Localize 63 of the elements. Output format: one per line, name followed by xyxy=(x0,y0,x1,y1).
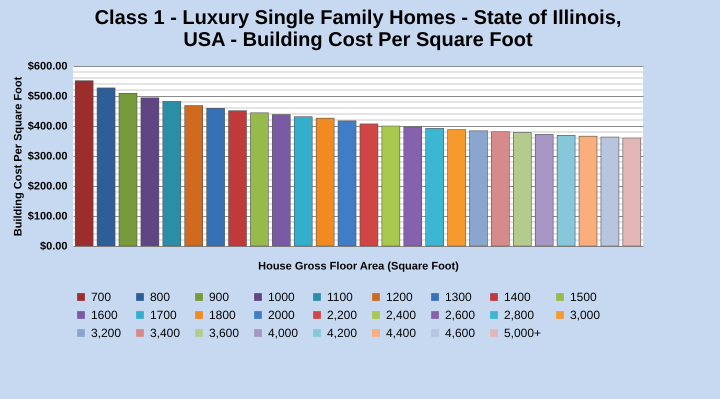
bar xyxy=(491,131,510,246)
y-tick-label: $300.00 xyxy=(28,150,68,162)
bar xyxy=(425,128,444,246)
bar xyxy=(140,98,160,246)
y-tick-label: $100.00 xyxy=(28,210,68,222)
legend-label: 1700 xyxy=(150,308,178,322)
y-tick-label: $600.00 xyxy=(28,60,68,72)
bar xyxy=(403,126,422,246)
bar xyxy=(622,138,642,246)
bar xyxy=(578,136,598,246)
bar xyxy=(250,112,269,246)
legend-label: 800 xyxy=(150,290,170,304)
legend-label: 4,400 xyxy=(386,326,416,340)
bar xyxy=(382,126,400,246)
bar xyxy=(360,124,378,246)
y-axis-title: Building Cost Per Square Foot xyxy=(12,76,25,236)
bar xyxy=(272,114,291,246)
bar xyxy=(338,120,356,246)
y-tick-label: $500.00 xyxy=(28,90,68,102)
bar xyxy=(600,136,620,246)
bar xyxy=(294,116,313,246)
bar xyxy=(184,105,203,246)
bar xyxy=(534,134,554,246)
legend-label: 1200 xyxy=(386,290,414,304)
legend-label: 3,200 xyxy=(91,326,122,340)
legend-label: 1400 xyxy=(504,290,532,304)
legend-label: 1100 xyxy=(327,290,354,304)
y-tick-label: $200.00 xyxy=(28,180,68,192)
text: USA - Building Cost Per Square Foot xyxy=(183,29,533,51)
bar xyxy=(469,130,488,246)
legend-label: 2,200 xyxy=(327,308,358,322)
bar xyxy=(74,80,94,246)
legend-label: 4,000 xyxy=(268,326,298,340)
bar xyxy=(556,135,576,246)
bar xyxy=(316,118,334,246)
legend-label: 900 xyxy=(209,290,230,304)
y-tick-label: $0.00 xyxy=(40,240,68,252)
legend-label: 2,400 xyxy=(386,308,416,322)
bar xyxy=(118,93,138,246)
legend-label: 1800 xyxy=(209,308,236,322)
bar xyxy=(206,108,225,246)
legend-label: 2,600 xyxy=(445,308,476,322)
bar xyxy=(162,101,182,246)
legend-label: 4,200 xyxy=(327,326,358,340)
legend-label: 700 xyxy=(91,290,112,304)
legend-label: 2000 xyxy=(268,308,296,322)
legend-label: 2,800 xyxy=(504,308,534,322)
y-tick-label: $400.00 xyxy=(28,120,68,132)
legend-label: 1600 xyxy=(91,308,118,322)
legend-label: 1000 xyxy=(268,290,296,304)
bar xyxy=(513,132,532,246)
legend-label: 3,600 xyxy=(209,326,240,340)
legend-label: 1300 xyxy=(445,290,472,304)
legend-label: 4,600 xyxy=(445,326,476,340)
legend-label: 5,000+ xyxy=(504,326,542,340)
bar xyxy=(447,129,466,246)
legend-label: 1500 xyxy=(570,290,598,304)
text: Class 1 - Luxury Single Family Homes - State of Illinois, xyxy=(94,7,622,29)
x-axis-title: House Gross Floor Area (Square Foot) xyxy=(258,260,460,272)
bar xyxy=(228,110,247,246)
legend-label: 3,400 xyxy=(150,326,180,340)
bar xyxy=(96,88,116,246)
legend-label: 3,000 xyxy=(570,308,600,322)
